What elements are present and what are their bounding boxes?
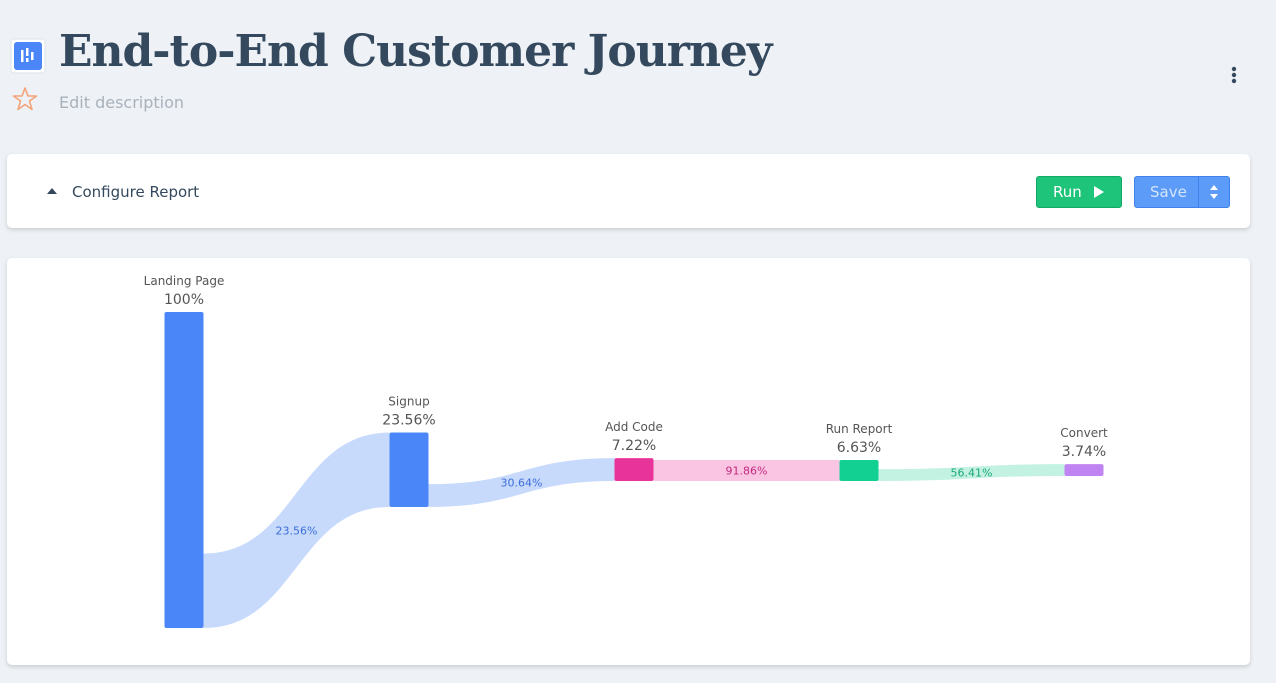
- divider: [1198, 177, 1199, 207]
- save-label: Save: [1150, 183, 1187, 201]
- play-icon: [1094, 186, 1104, 198]
- run-label: Run: [1053, 183, 1082, 201]
- chart-panel: [7, 258, 1250, 665]
- favorite-star[interactable]: [12, 86, 38, 112]
- title: End-to-End Customer Journey: [59, 26, 772, 77]
- edit-description[interactable]: Edit description: [59, 93, 185, 112]
- save-button[interactable]: Save: [1134, 176, 1230, 208]
- collapse-caret[interactable]: [46, 186, 58, 196]
- configure-report[interactable]: Configure Report: [72, 183, 200, 201]
- app-icon: [10, 38, 46, 74]
- more-menu[interactable]: [1228, 66, 1240, 86]
- save-options[interactable]: [1209, 184, 1219, 200]
- run-button[interactable]: Run: [1036, 176, 1122, 208]
